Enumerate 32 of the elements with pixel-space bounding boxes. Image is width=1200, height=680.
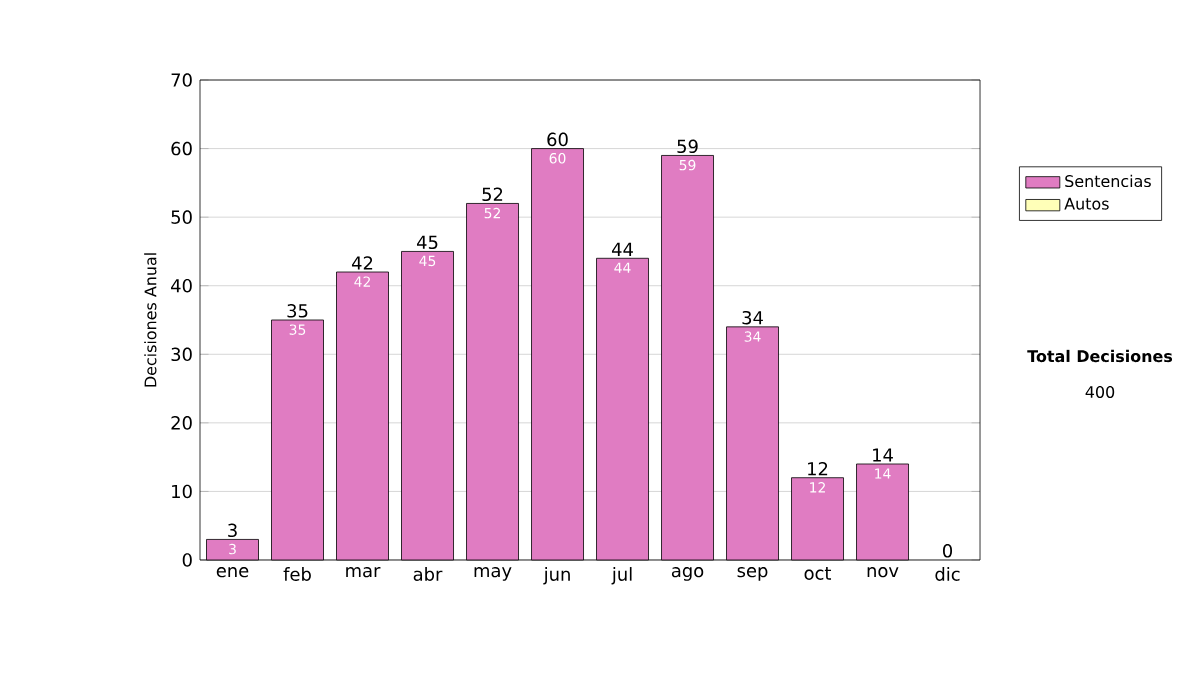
total-label: 42 — [351, 256, 373, 270]
x-tick-label: sep — [737, 567, 768, 581]
total-label: 12 — [808, 462, 828, 476]
x-tick-label: ago — [671, 567, 704, 581]
y-tick-label: 40 — [171, 278, 192, 293]
x-tick-label: jul — [611, 567, 632, 585]
x-tick-label: ene — [216, 567, 249, 578]
x-tick-label: dic — [935, 567, 960, 581]
x-tick-label: feb — [283, 567, 311, 581]
y-tick-label: 10 — [172, 484, 192, 499]
x-tick-label: nov — [867, 567, 899, 578]
x-tick-label: jun — [543, 567, 570, 585]
x-tick-label: mar — [346, 567, 381, 578]
y-tick-label: 20 — [171, 416, 192, 430]
total-label: 3 — [228, 523, 237, 538]
x-tick-label: may — [474, 567, 512, 581]
total-label: 0 — [943, 544, 953, 558]
y-tick-label: 30 — [171, 347, 192, 362]
total-label: 14 — [873, 448, 893, 462]
y-tick-label: 50 — [171, 210, 192, 224]
y-tick-label: 60 — [171, 141, 192, 156]
total-label: 35 — [287, 304, 308, 318]
total-label: 60 — [547, 132, 568, 147]
y-tick-label: 0 — [182, 553, 192, 567]
x-tick-label: oct — [804, 567, 832, 580]
total-label: 34 — [742, 310, 763, 325]
total-label: 44 — [611, 242, 633, 256]
y-tick-label: 70 — [171, 73, 192, 87]
total-label: 52 — [482, 187, 503, 202]
x-tick-label: abr — [413, 567, 443, 581]
total-label: 59 — [677, 139, 698, 154]
total-label: 45 — [416, 235, 438, 250]
